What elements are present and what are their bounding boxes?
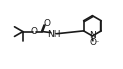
Text: N: N xyxy=(89,31,96,40)
Text: ⁻: ⁻ xyxy=(94,38,99,47)
Text: O: O xyxy=(31,27,38,36)
Text: O: O xyxy=(89,38,96,47)
Text: NH: NH xyxy=(47,30,61,39)
Text: O: O xyxy=(43,19,50,28)
